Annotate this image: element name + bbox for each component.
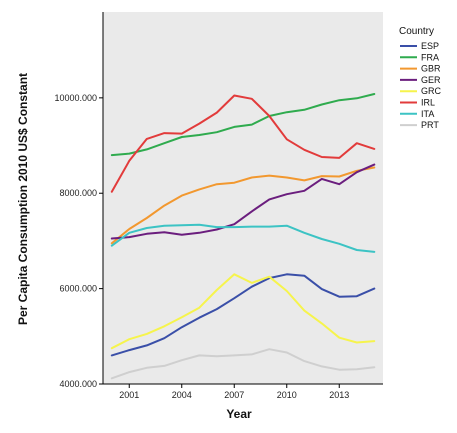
- legend-label: IRL: [421, 98, 435, 108]
- y-ticks: 4000.000 6000.000 8000.000 10000.000: [54, 93, 103, 389]
- legend-label: GRC: [421, 86, 442, 96]
- series-line-ita: [110, 223, 376, 253]
- y-tick-label: 6000.000: [59, 284, 97, 294]
- y-tick-label: 10000.000: [54, 93, 97, 103]
- legend-label: GER: [421, 75, 441, 85]
- y-tick-label: 8000.000: [59, 188, 97, 198]
- legend-label: ITA: [421, 109, 434, 119]
- x-axis-title: Year: [226, 407, 252, 421]
- legend-item-irl: IRL: [400, 98, 435, 108]
- y-tick-label: 4000.000: [59, 379, 97, 389]
- x-tick-label: 2001: [119, 390, 139, 400]
- x-ticks: 2001 2004 2007 2010 2013: [119, 384, 349, 400]
- series-layer: [110, 93, 376, 380]
- series-line-fra: [110, 93, 376, 157]
- y-axis-title: Per Capita Consumption 2010 US$ Constant: [16, 73, 30, 325]
- legend-item-gbr: GBR: [400, 64, 441, 74]
- plot-area: [103, 12, 383, 384]
- legend-title: Country: [399, 26, 434, 37]
- x-tick-label: 2013: [329, 390, 349, 400]
- legend-item-grc: GRC: [400, 86, 442, 96]
- series-line-gbr: [110, 166, 376, 245]
- legend-label: PRT: [421, 120, 439, 130]
- series-line-ger: [110, 163, 376, 240]
- series-line-irl: [110, 94, 376, 193]
- x-tick-label: 2007: [224, 390, 244, 400]
- legend-item-fra: FRA: [400, 52, 439, 62]
- legend-label: ESP: [421, 41, 439, 51]
- legend-label: FRA: [421, 52, 439, 62]
- legend-label: GBR: [421, 64, 441, 74]
- series-line-prt: [110, 348, 376, 380]
- series-line-grc: [110, 273, 376, 350]
- x-tick-label: 2004: [172, 390, 192, 400]
- legend-item-ger: GER: [400, 75, 441, 85]
- legend-item-ita: ITA: [400, 109, 434, 119]
- x-tick-label: 2010: [277, 390, 297, 400]
- legend-item-prt: PRT: [400, 120, 439, 130]
- series-line-esp: [110, 273, 376, 357]
- legend-item-esp: ESP: [400, 41, 439, 51]
